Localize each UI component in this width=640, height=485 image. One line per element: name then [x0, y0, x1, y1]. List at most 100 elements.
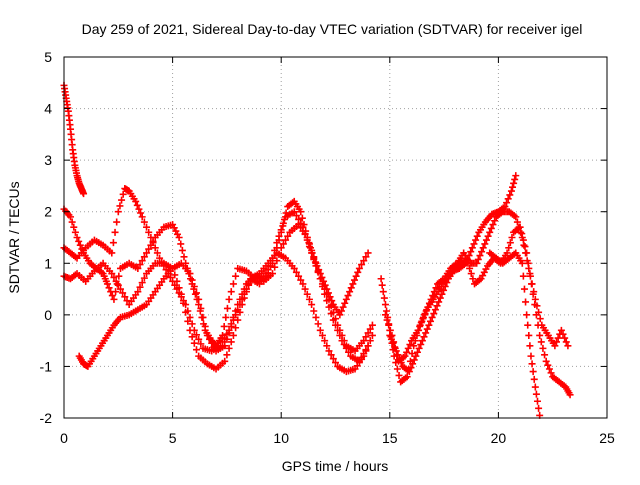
data-point	[403, 373, 411, 381]
data-point	[108, 249, 116, 257]
data-point	[323, 342, 331, 350]
data-point	[321, 337, 329, 345]
data-series	[60, 81, 88, 198]
data-point	[178, 246, 186, 254]
y-tick-label: -1	[40, 358, 53, 374]
data-point	[537, 338, 545, 346]
data-point	[529, 290, 537, 298]
data-point	[184, 317, 192, 325]
data-point	[532, 390, 540, 398]
data-point	[531, 383, 539, 391]
data-point	[282, 236, 290, 244]
data-point	[545, 365, 553, 373]
data-point	[441, 282, 449, 290]
data-point	[80, 190, 88, 198]
data-point	[389, 339, 397, 347]
data-point	[301, 285, 309, 293]
data-point	[197, 304, 205, 312]
data-point	[424, 303, 432, 311]
data-point	[145, 245, 153, 253]
data-point	[528, 280, 536, 288]
data-point	[75, 237, 83, 245]
data-point	[303, 290, 311, 298]
data-point	[303, 236, 311, 244]
data-point	[208, 339, 216, 347]
data-point	[422, 307, 430, 315]
data-point	[520, 285, 528, 293]
data-point	[284, 232, 292, 240]
data-point	[232, 311, 240, 319]
y-tick-label: 2	[44, 204, 52, 220]
data-point	[143, 223, 151, 231]
data-point	[435, 298, 443, 306]
data-point	[109, 239, 117, 247]
data-point	[232, 272, 240, 280]
data-point	[417, 319, 425, 327]
data-point	[512, 172, 520, 180]
data-point	[301, 230, 309, 238]
data-point	[524, 321, 532, 329]
data-point	[290, 264, 298, 272]
data-point	[325, 347, 333, 355]
data-point	[414, 326, 422, 334]
data-point	[531, 301, 539, 309]
data-point	[362, 347, 370, 355]
data-point	[338, 331, 346, 339]
data-point	[223, 351, 231, 359]
data-point	[484, 232, 492, 240]
data-point	[295, 272, 303, 280]
data-point	[232, 324, 240, 332]
data-point	[305, 295, 313, 303]
data-point	[526, 342, 534, 350]
data-point	[297, 208, 305, 216]
data-point	[245, 280, 253, 288]
data-point	[71, 228, 79, 236]
data-point	[476, 252, 484, 260]
data-point	[227, 288, 235, 296]
data-point	[422, 329, 430, 337]
data-point	[364, 329, 372, 337]
data-point	[273, 239, 281, 247]
data-point	[277, 226, 285, 234]
data-point	[76, 241, 84, 249]
data-point	[427, 295, 435, 303]
data-point	[67, 213, 75, 221]
data-point	[225, 329, 233, 337]
data-point	[425, 299, 433, 307]
data-point	[227, 338, 235, 346]
data-point	[191, 290, 199, 298]
data-point	[136, 283, 144, 291]
data-point	[392, 347, 400, 355]
data-point	[407, 364, 415, 372]
data-point	[192, 331, 200, 339]
data-series	[386, 223, 574, 399]
data-point	[201, 322, 209, 330]
y-tick-label: 3	[44, 152, 52, 168]
data-point	[487, 224, 495, 232]
data-point	[179, 299, 187, 307]
data-point	[518, 259, 526, 267]
data-point	[316, 326, 324, 334]
data-point	[264, 270, 272, 278]
chart-title: Day 259 of 2021, Sidereal Day-to-day VTE…	[82, 21, 583, 37]
data-point	[491, 217, 499, 225]
data-point	[473, 232, 481, 240]
data-point	[290, 208, 298, 216]
data-point	[195, 295, 203, 303]
data-point	[522, 298, 530, 306]
data-point	[419, 315, 427, 323]
data-point	[541, 351, 549, 359]
data-point	[523, 249, 531, 257]
data-series	[486, 249, 544, 419]
data-point	[433, 302, 441, 310]
data-point	[393, 365, 401, 373]
data-point	[342, 295, 350, 303]
data-point	[385, 321, 393, 329]
data-point	[186, 326, 194, 334]
data-point	[521, 243, 529, 251]
data-point	[140, 218, 148, 226]
data-point	[190, 339, 198, 347]
data-point	[505, 244, 513, 252]
x-tick-label: 15	[382, 430, 398, 446]
data-point	[116, 202, 124, 210]
